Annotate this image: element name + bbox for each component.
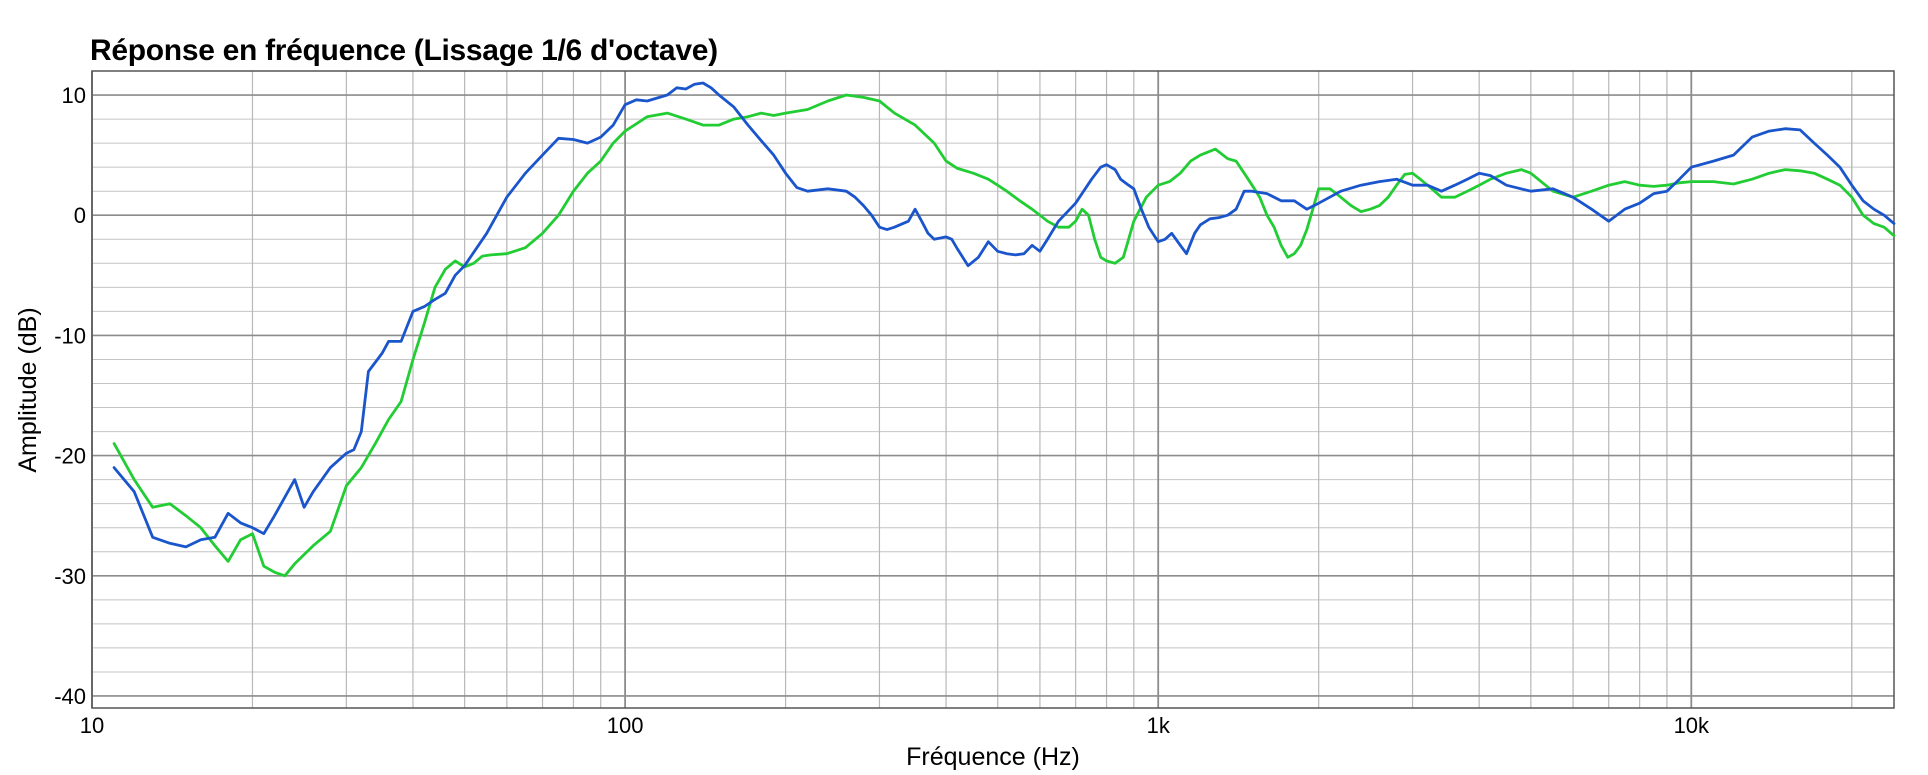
series-line-blue (112, 81, 1896, 549)
chart-title: Réponse en fréquence (Lissage 1/6 d'octa… (90, 34, 718, 67)
y-tick-label: 0 (74, 203, 86, 228)
x-axis-label: Fréquence (Hz) (906, 743, 1080, 771)
y-tick-label: -30 (54, 564, 86, 589)
x-tick-label: 10k (1674, 713, 1710, 738)
x-tick-label: 1k (1147, 713, 1171, 738)
x-tick-label: 10 (80, 713, 104, 738)
series-line-green (112, 93, 1896, 578)
x-tick-labels: 10 100 1k 10k (80, 713, 1710, 738)
y-tick-labels: 10 0 -10 -20 -30 -40 (54, 83, 86, 709)
plot-frame (91, 70, 1895, 709)
y-tick-label: -40 (54, 684, 86, 709)
plot-background (92, 71, 1894, 708)
y-tick-label: 10 (62, 83, 86, 108)
y-tick-label: -20 (54, 444, 86, 469)
y-axis-label: Amplitude (dB) (14, 307, 42, 472)
y-tick-label: -10 (54, 323, 86, 348)
x-tick-label: 100 (607, 713, 644, 738)
series-layer (112, 81, 1896, 578)
grid-minor (92, 70, 1894, 708)
